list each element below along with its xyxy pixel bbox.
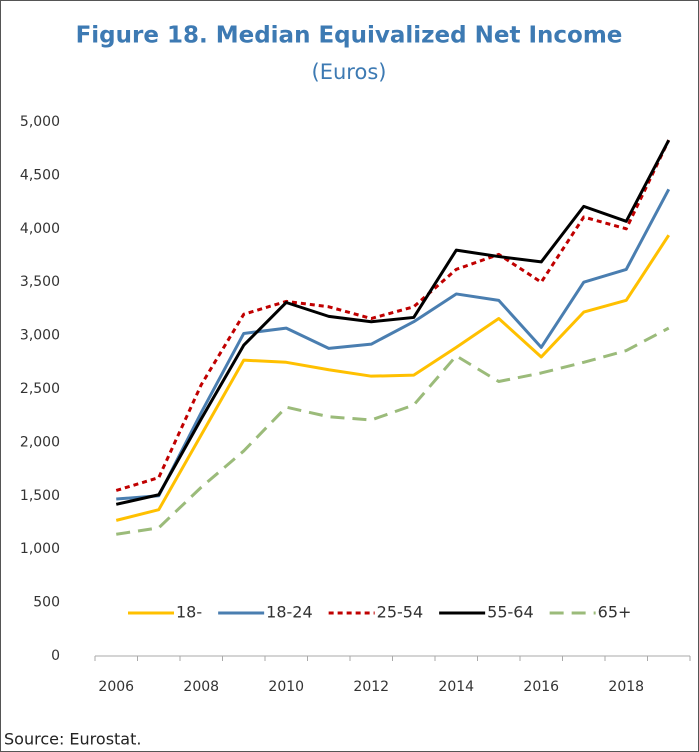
series-line: [116, 188, 671, 501]
y-tick-label: 1,500: [20, 488, 60, 504]
legend-label: 65+: [598, 603, 632, 622]
source-note: Source: Eurostat.: [4, 730, 141, 749]
x-tick-label: 2012: [353, 679, 389, 695]
series-line: [115, 234, 671, 522]
legend-label: 18-: [176, 603, 202, 622]
legend-label: 25-54: [377, 603, 424, 622]
x-tick-label: 2010: [268, 679, 304, 695]
series-line: [115, 139, 671, 492]
legend-label: 18-24: [266, 603, 313, 622]
x-tick-label: 2006: [98, 679, 134, 695]
chart-subtitle: (Euros): [312, 60, 387, 84]
y-tick-label: 3,000: [20, 328, 60, 344]
y-tick-label: 4,000: [20, 221, 60, 237]
legend-label: 55-64: [487, 603, 534, 622]
y-tick-label: 0: [51, 648, 60, 664]
y-tick-label: 500: [33, 595, 60, 611]
x-tick-label: 2016: [523, 679, 559, 695]
chart-title: Figure 18. Median Equivalized Net Income: [76, 23, 623, 49]
y-tick-label: 4,500: [20, 167, 60, 183]
y-tick-label: 3,500: [20, 274, 60, 290]
series-line: [116, 326, 670, 536]
y-tick-label: 2,500: [20, 381, 60, 397]
x-tick-label: 2018: [608, 679, 644, 695]
y-tick-label: 1,000: [20, 541, 60, 557]
x-tick-label: 2014: [438, 679, 474, 695]
series-line: [115, 139, 671, 506]
x-tick-label: 2008: [183, 679, 219, 695]
y-tick-label: 2,000: [20, 434, 60, 450]
y-tick-label: 5,000: [20, 114, 60, 130]
